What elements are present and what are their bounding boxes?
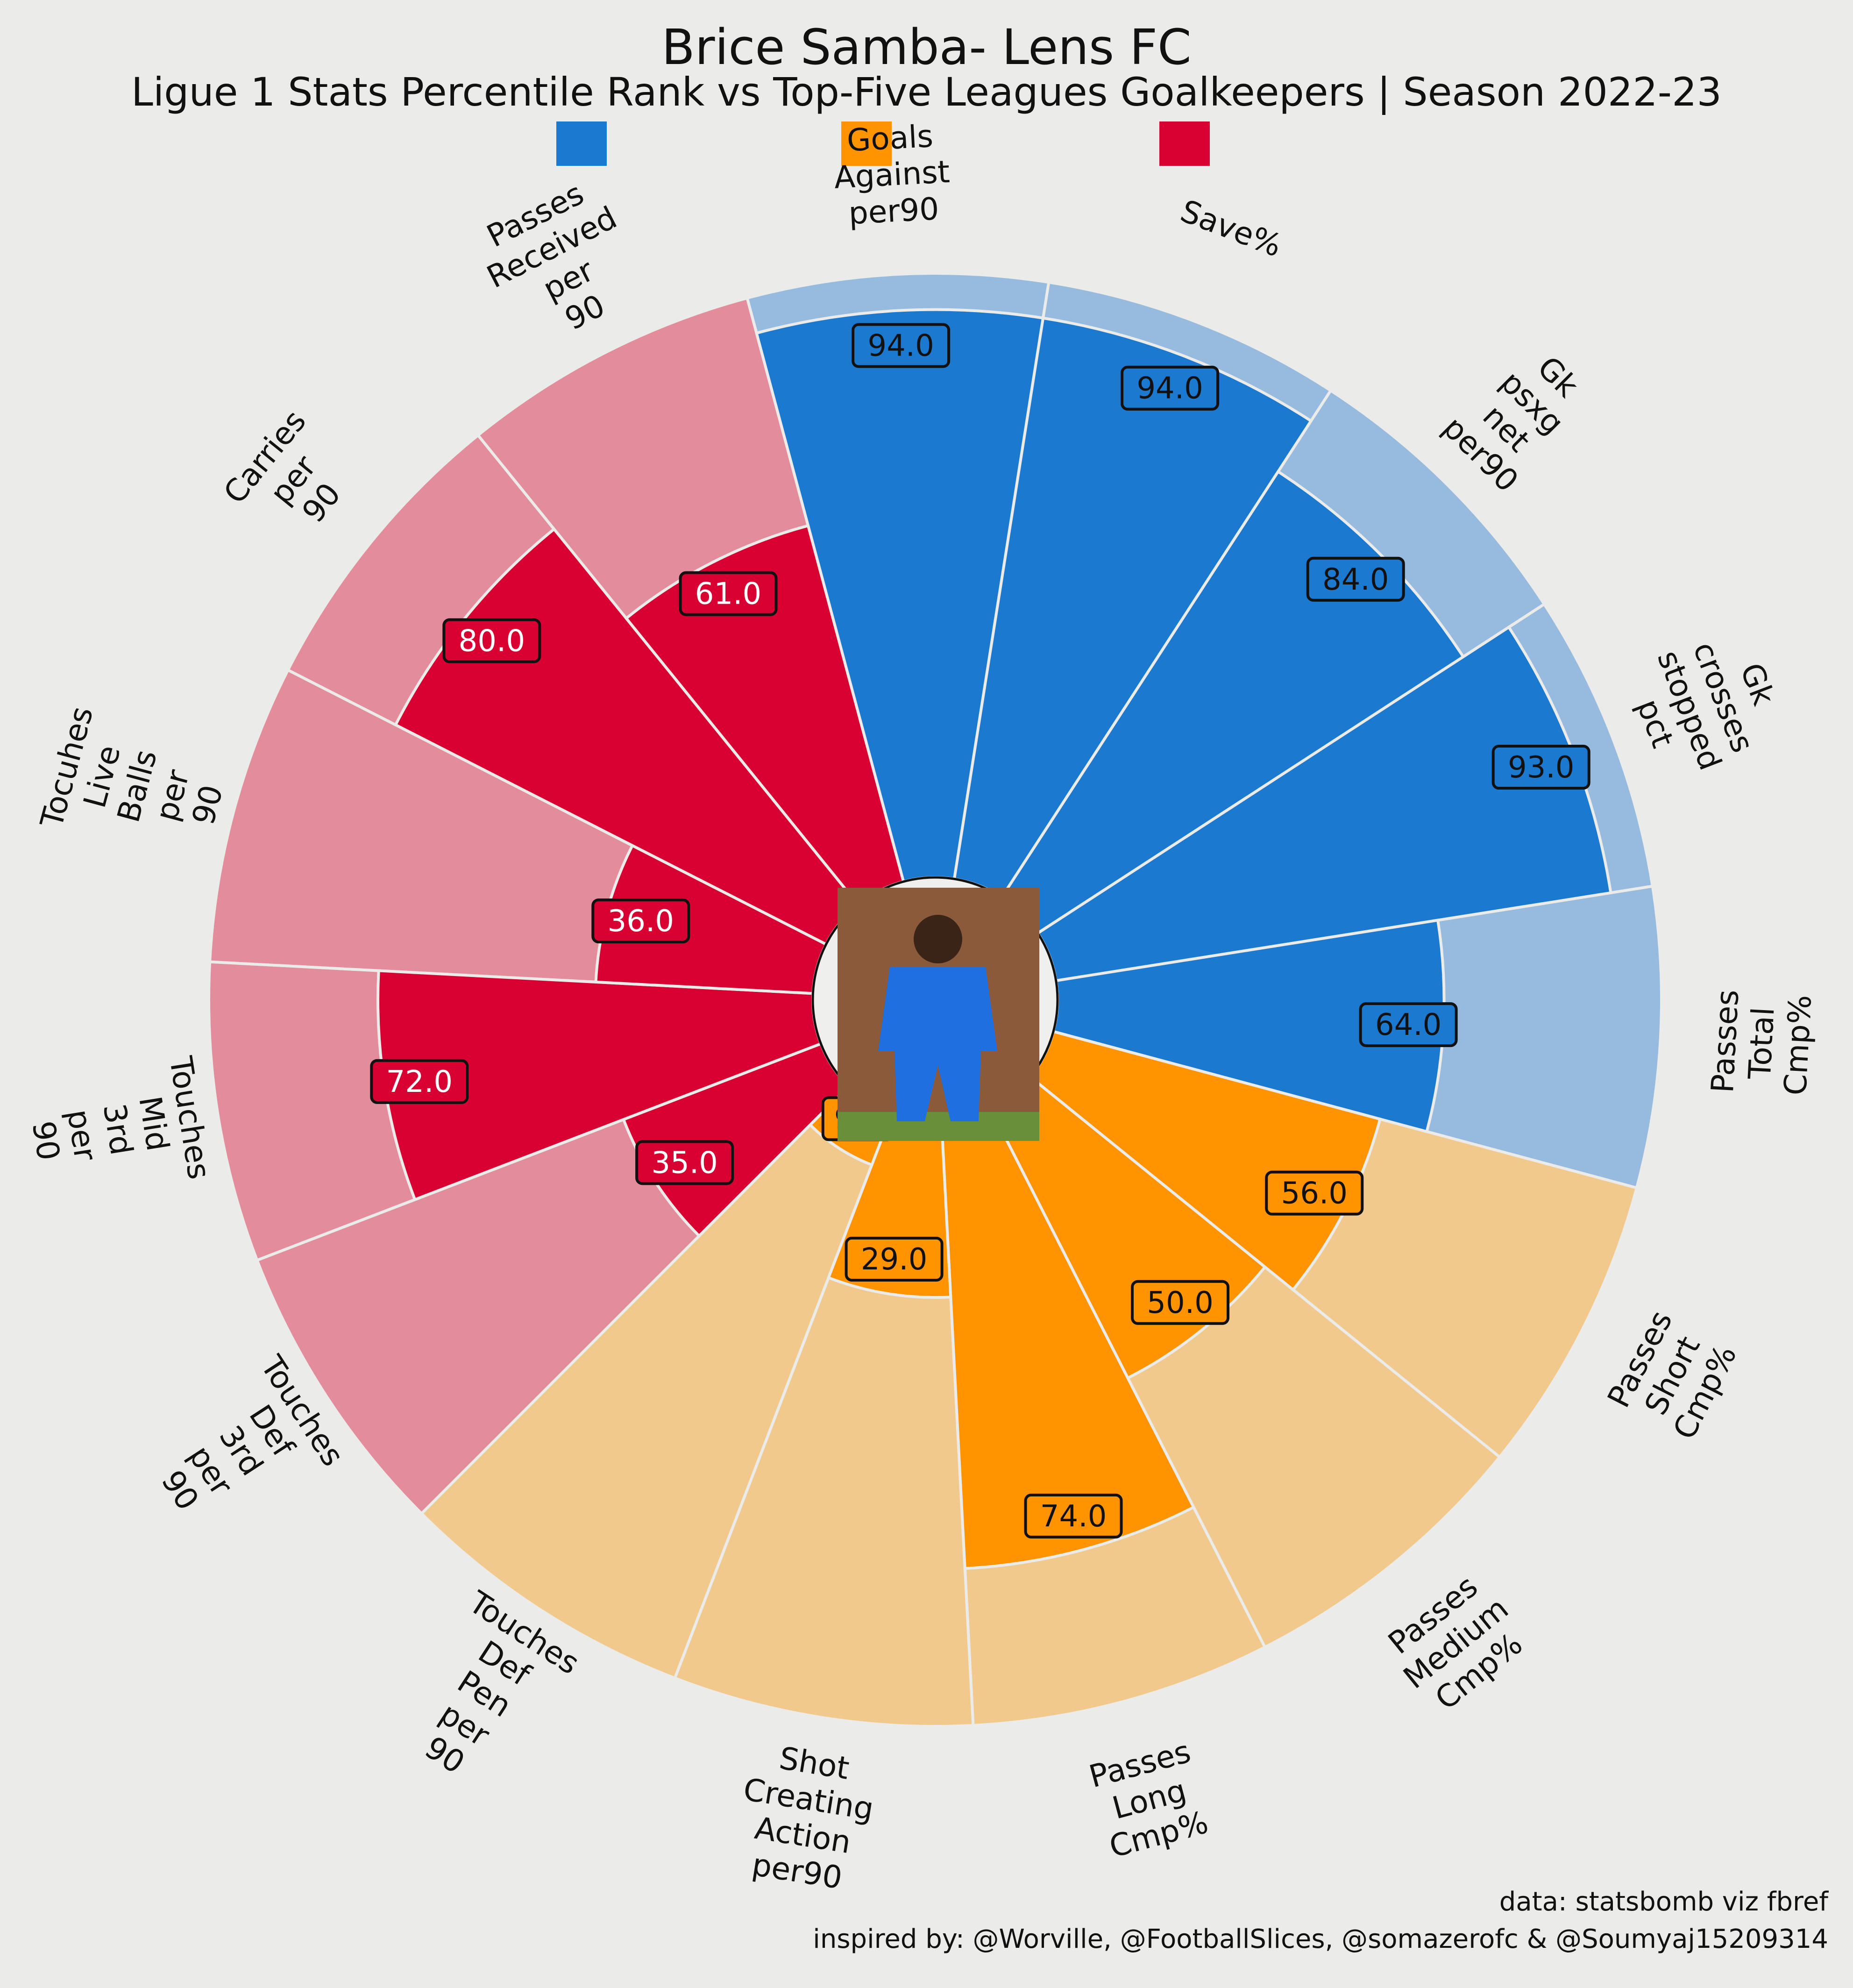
category-label-line: 3rd [96, 1101, 140, 1158]
value-label-box [852, 323, 951, 368]
category-label: Gkpsxgnetper90 [1436, 332, 1603, 499]
category-label: Carriesper90 [217, 403, 370, 556]
category-label: PassesShortCmp% [1600, 1305, 1744, 1446]
value-label: 93.0 [1508, 750, 1575, 785]
category-label: ShotCreatingActionper90 [730, 1735, 882, 1899]
category-label-line: Mid [132, 1094, 176, 1154]
category-label: Gkcrossesstoppedpct [1616, 620, 1796, 788]
player-photo-icon [838, 888, 1039, 1141]
legend-swatch-possession [1159, 121, 1210, 166]
category-label-line: per90 [848, 191, 940, 231]
category-label-line: Total [1742, 1006, 1782, 1081]
data-credit: data: statsbomb viz fbref [1499, 1887, 1828, 1917]
photo-pitch [838, 1112, 1039, 1141]
value-label-box [635, 1140, 734, 1185]
value-label-box [679, 571, 778, 616]
category-label-line: Cmp% [1777, 994, 1818, 1096]
legend-swatch-passing [841, 121, 892, 166]
chart-subtitle: Ligue 1 Stats Percentile Rank vs Top-Fiv… [131, 69, 1722, 115]
category-label-line: per [60, 1107, 104, 1163]
value-label-box [1121, 365, 1220, 411]
value-label: 50.0 [1147, 1286, 1214, 1320]
value-label: 84.0 [1322, 563, 1389, 597]
category-label: TocuhesLiveBallsper90 [33, 703, 241, 869]
category-label: GoalsAgainstper90 [831, 117, 953, 232]
value-label-box [1024, 1493, 1123, 1539]
value-label-box [591, 898, 690, 944]
value-label-box [370, 1059, 469, 1104]
chart-title: Brice Samba- Lens FC [661, 19, 1192, 76]
value-label-box [442, 618, 541, 663]
inspired-credit: inspired by: @Worville, @FootballSlices,… [813, 1924, 1828, 1954]
legend-swatch-goalkeeping [556, 121, 607, 166]
value-label: 35.0 [651, 1146, 718, 1180]
value-label-box [1359, 1002, 1458, 1047]
category-label: TouchesMid3rdper90 [18, 1054, 217, 1204]
category-label-line: Save% [1176, 193, 1286, 264]
value-label: 72.0 [386, 1065, 453, 1099]
category-label-line: Goals [846, 118, 934, 159]
category-label: PassesLongCmp% [1086, 1733, 1214, 1865]
value-label: 56.0 [1281, 1176, 1348, 1211]
value-label: 74.0 [1040, 1499, 1107, 1534]
value-label: 36.0 [608, 904, 674, 939]
category-label-line: Passes [1704, 989, 1746, 1094]
category-label: Save% [1176, 193, 1286, 264]
photo-body [878, 967, 997, 1121]
value-label: 64.0 [1375, 1008, 1442, 1042]
value-label-box [845, 1237, 944, 1282]
value-label-box [1491, 745, 1590, 790]
photo-head [914, 915, 962, 963]
value-label-box [1265, 1170, 1364, 1216]
value-label: 80.0 [459, 624, 525, 658]
category-label: PassesTotalCmp% [1704, 989, 1818, 1097]
value-label: 29.0 [861, 1242, 928, 1277]
value-label: 61.0 [695, 577, 762, 612]
value-label: 94.0 [867, 329, 934, 363]
value-label: 94.0 [1136, 371, 1203, 406]
value-label-box [1131, 1280, 1230, 1325]
category-label-line: 90 [25, 1119, 67, 1163]
category-label-line: Against [833, 154, 951, 196]
category-label: PassesMediumCmp% [1374, 1562, 1538, 1724]
value-label-box [1306, 556, 1405, 602]
category-label: PassesReceivedper90 [465, 167, 656, 360]
